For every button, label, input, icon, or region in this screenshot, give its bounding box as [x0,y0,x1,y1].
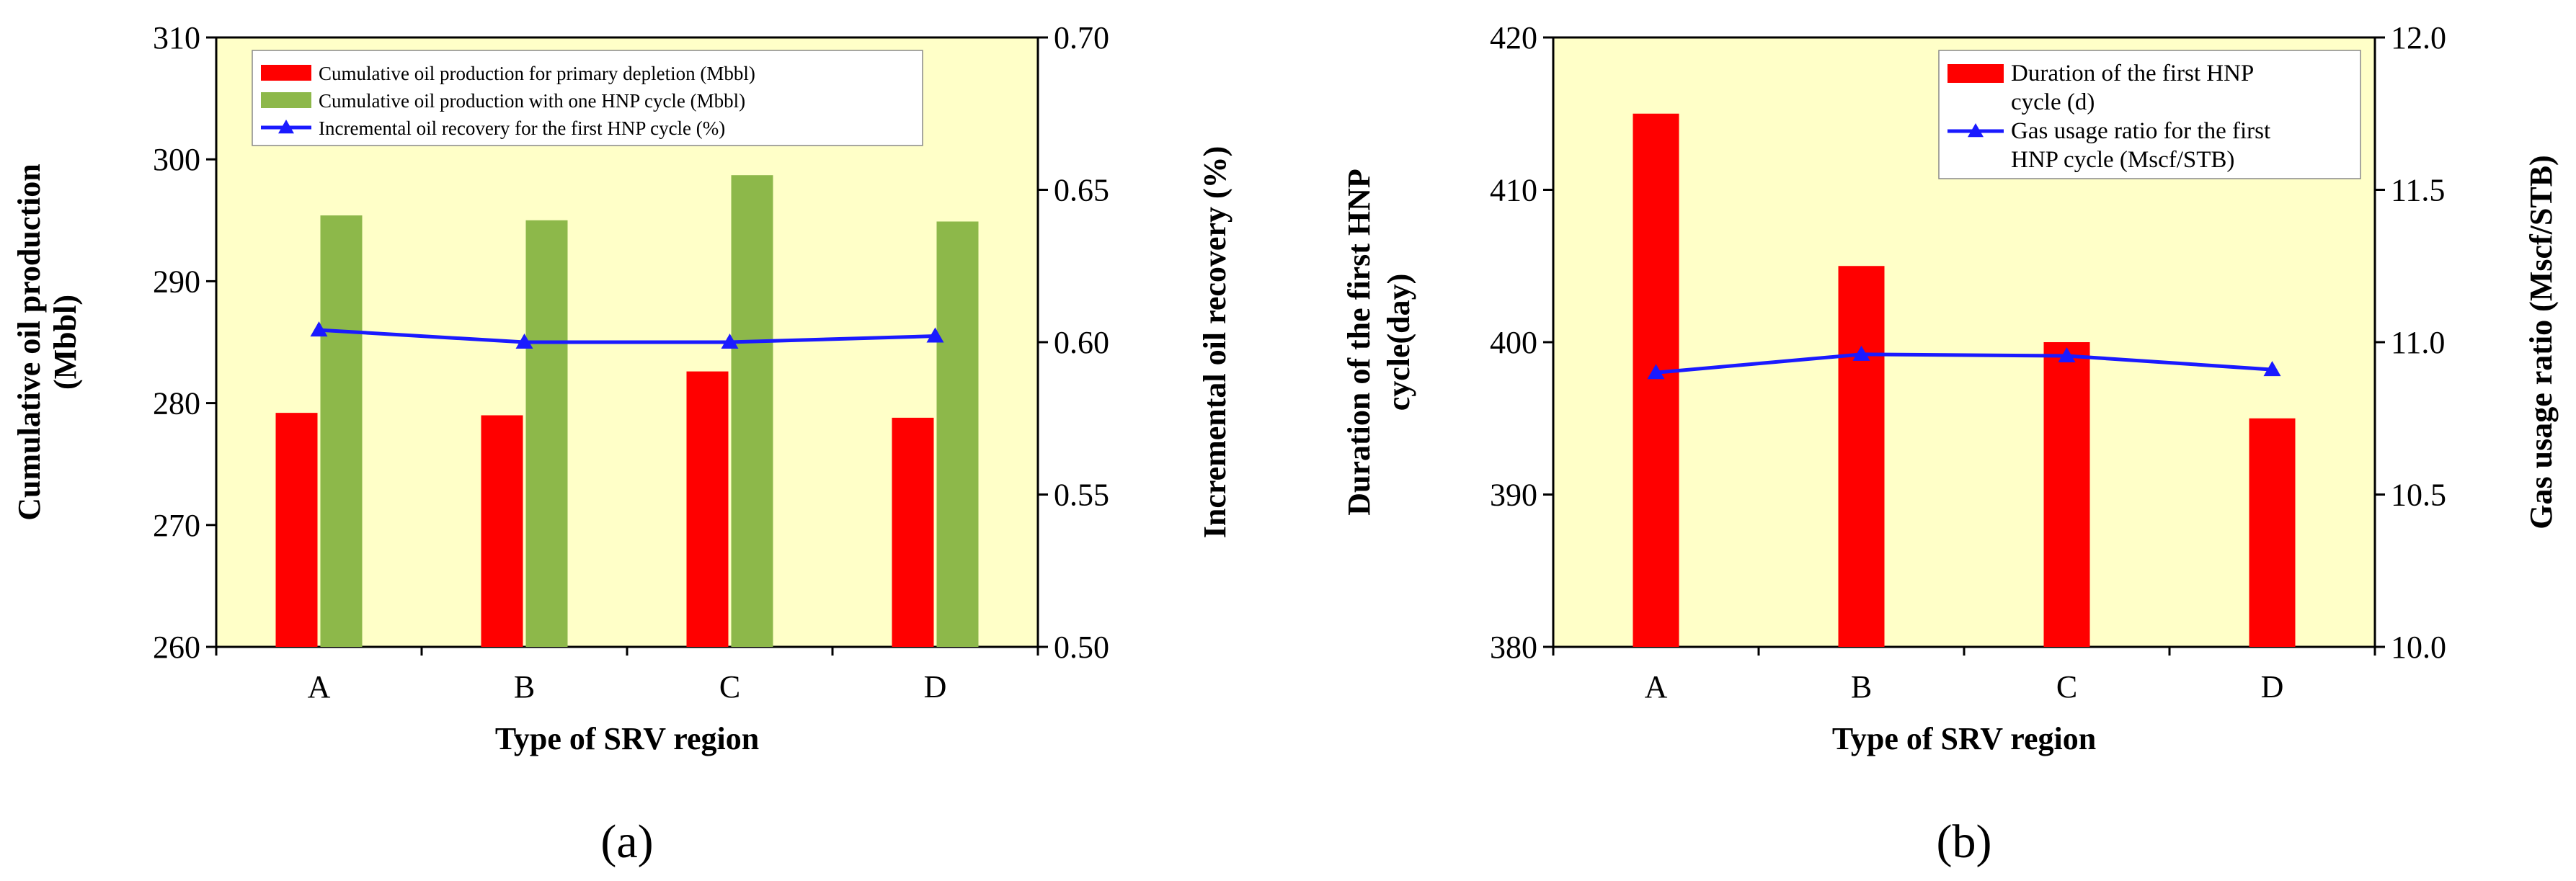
y-axis-title-b-line1: Duration of the first HNP [1341,169,1377,516]
bar-c [731,175,773,648]
line-series-a [310,321,944,349]
panel-label-b: (b) [1937,815,1992,868]
y-axis-title-a-line1: Cumulative oil production [12,164,47,520]
legend-label: Gas usage ratio for the first [2011,118,2270,144]
y-right-tick-label: 10.5 [2391,478,2446,513]
bar-d [892,417,934,647]
line-marker-c [721,334,739,349]
x-tick-label: B [1851,669,1872,705]
bar-b [1838,266,1885,647]
bar-b [481,415,523,647]
y-right-tick-label: 0.70 [1054,20,1109,55]
legend-label: cycle (d) [2011,89,2095,115]
x-axis-title-a: Type of SRV region [495,721,759,756]
legend-swatch [1947,64,2004,83]
bar-c [2043,342,2090,647]
x-axis-title-b: Type of SRV region [1832,721,2096,756]
line-marker-a [310,321,328,337]
ticks-a: 260 270 280 290 300 310 0.50 0.55 0.60 0.65 0.70 A B… [153,20,1109,705]
line-path [1656,352,2273,375]
bar-c [686,371,729,647]
legend-label: Cumulative oil production with one HNP c… [319,90,745,112]
y-axis-right-title-b: Gas usage ratio (Mscf/STB) [2523,155,2559,529]
ticks-b: 380 390 400 410 420 10.0 10.5 11.0 11.5 12.0 A B C D [1490,20,2446,705]
y-tick-label: 300 [153,142,200,177]
legend-label: Duration of the first HNP [2011,61,2254,86]
bar-b [525,220,568,647]
bar-a [275,413,318,647]
y-right-tick-label: 0.65 [1054,173,1109,208]
y-right-tick-label: 11.5 [2391,173,2445,208]
y-tick-label: 290 [153,264,200,299]
x-tick-label: A [308,669,331,705]
y-tick-label: 420 [1490,20,1537,55]
line-path [319,328,936,344]
y-tick-label: 280 [153,386,200,421]
legend-swatch [261,92,311,108]
y-tick-label: 310 [153,20,200,55]
bar-d [2249,418,2296,647]
legend-swatch [261,65,311,81]
line-marker-d [2263,361,2281,377]
y-right-tick-label: 0.60 [1054,325,1109,360]
y-right-tick-label: 11.0 [2391,325,2445,360]
legend-swatch-marker [278,120,294,134]
legend-a: Cumulative oil production for primary de… [252,50,923,146]
y-right-tick-label: 0.50 [1054,630,1109,665]
bar-a [320,215,363,648]
legend-box [1938,50,2361,179]
line-series-b [1647,345,2281,380]
line-marker-d [926,327,944,343]
x-tick-label: C [719,669,740,705]
legend-label: Incremental oil recovery for the first H… [319,117,725,139]
y-right-tick-label: 0.55 [1054,478,1109,513]
y-tick-label: 380 [1490,630,1537,665]
bars-a [275,175,979,648]
line-marker-a [1647,364,1665,380]
y-axis-title-a-line2: (Mbbl) [48,295,83,390]
line-marker-c [2058,347,2076,363]
y-tick-label: 400 [1490,325,1537,360]
y-axis-right-title-a: Incremental oil recovery (%) [1197,146,1233,539]
x-tick-label: D [924,669,947,705]
x-tick-label: C [2056,669,2077,705]
y-right-tick-label: 10.0 [2391,630,2446,665]
bar-a [1633,113,1679,647]
y-tick-label: 390 [1490,478,1537,513]
legend-swatch-marker [1968,123,1984,138]
x-tick-label: A [1645,669,1668,705]
line-marker-b [1852,345,1870,361]
legend-box [252,50,923,146]
bar-d [936,221,979,647]
y-axis-title-b-line2: cycle(day) [1381,274,1416,411]
y-tick-label: 410 [1490,173,1537,208]
legend-b: Duration of the first HNP cycle (d) Gas us… [1938,50,2361,179]
y-tick-label: 260 [153,630,200,665]
panel-label-a: (a) [600,815,653,868]
legend-label: HNP cycle (Mscf/STB) [2011,147,2234,173]
y-tick-label: 270 [153,508,200,543]
y-right-tick-label: 12.0 [2391,20,2446,55]
panel-a: 260 270 280 290 300 310 0.50 0.55 0.60 0.65 0.70 A B… [12,20,1233,868]
legend-label: Cumulative oil production for primary de… [319,63,755,84]
line-marker-b [515,334,533,349]
x-tick-label: B [514,669,535,705]
x-tick-label: D [2261,669,2284,705]
bars-b [1633,113,2296,647]
